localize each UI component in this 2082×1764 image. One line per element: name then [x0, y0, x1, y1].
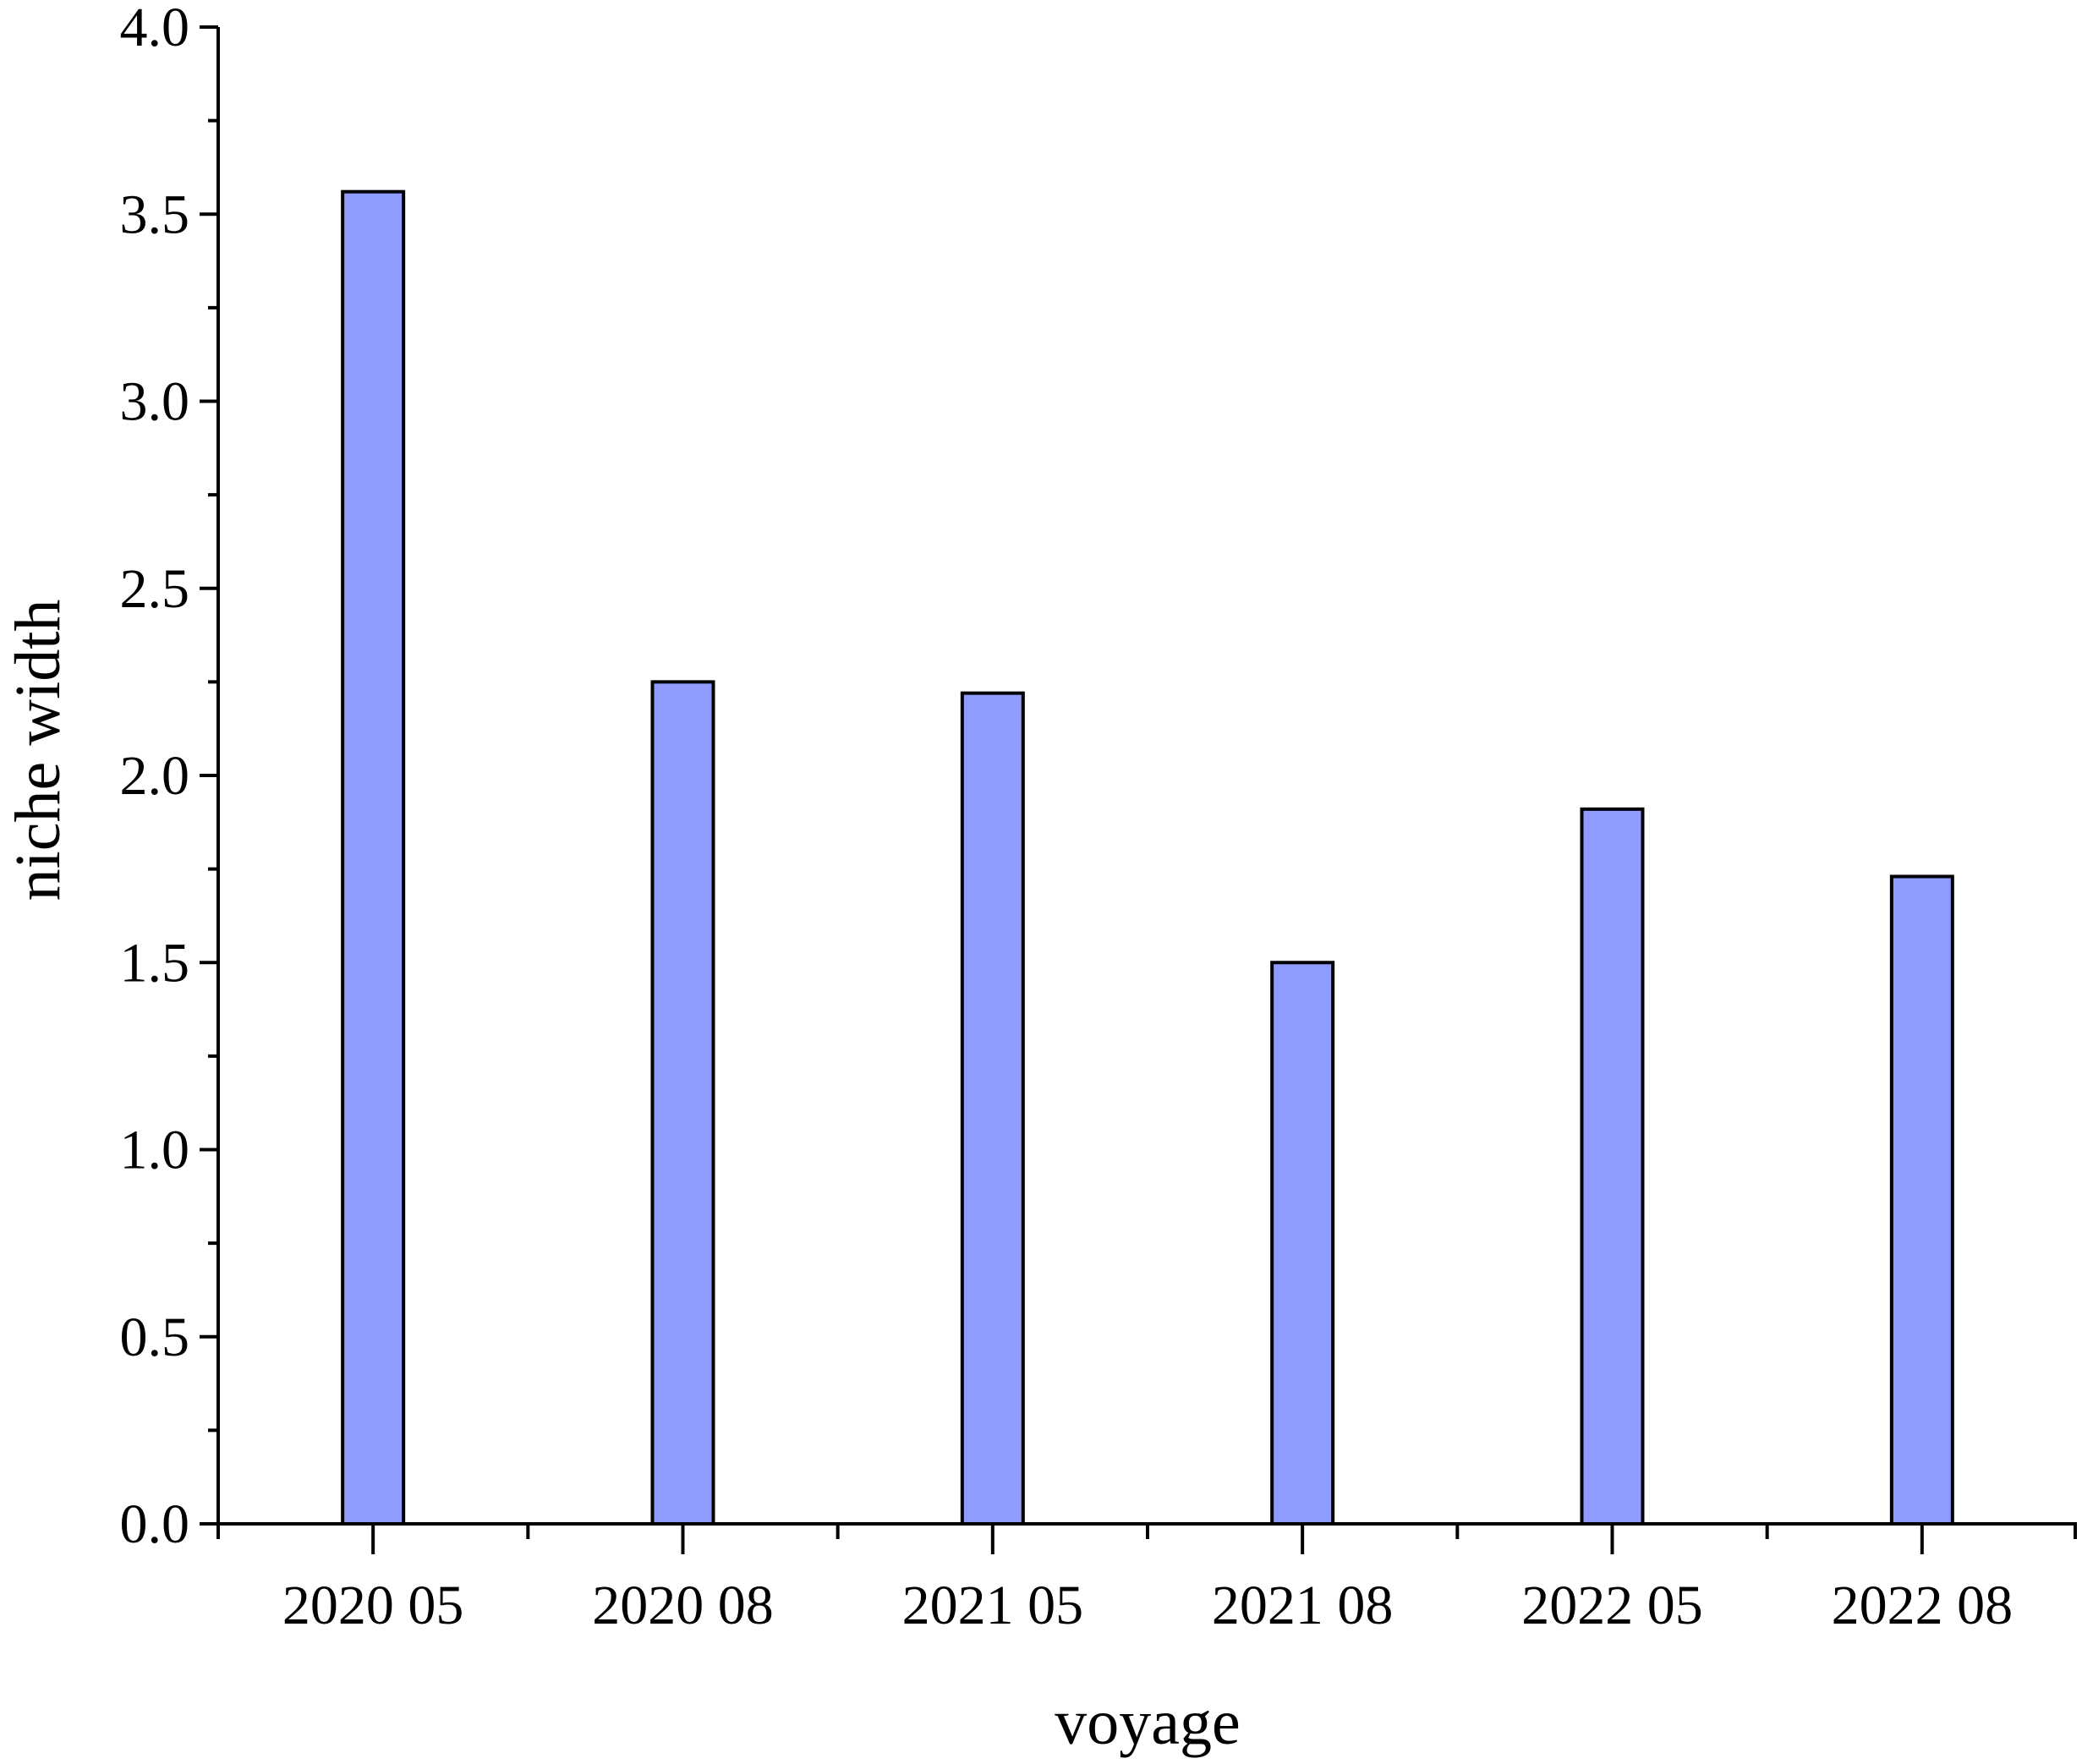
y-axis-title: niche width [3, 600, 74, 901]
bar-2022-08 [1889, 874, 1954, 1526]
x-tick-label: 2021 08 [1212, 1575, 1394, 1636]
x-tick-label: 2020 08 [592, 1575, 774, 1636]
y-tick-label: 4.0 [120, 0, 190, 58]
bar-2020-05 [341, 189, 406, 1526]
y-tick-label: 0.5 [120, 1307, 190, 1368]
y-tick-label: 2.0 [120, 745, 190, 807]
y-tick-label: 3.5 [120, 184, 190, 245]
tick-labels-group: 0.0 0.5 1.0 1.5 2.0 2.5 3.0 3.5 4.0 2020 05 2020 0… [120, 0, 2014, 1636]
y-tick-label: 3.0 [120, 371, 190, 433]
x-tick-label: 2021 05 [902, 1575, 1084, 1636]
x-axis-title: voyage [1055, 1687, 1240, 1758]
ticks-group [200, 25, 2077, 1554]
x-tick-label: 2022 08 [1832, 1575, 2014, 1636]
bar-2020-08 [650, 680, 715, 1526]
bars-group [341, 189, 1954, 1526]
bar-2021-05 [960, 691, 1025, 1526]
y-tick-label: 0.0 [120, 1493, 190, 1555]
x-tick-label: 2022 05 [1521, 1575, 1703, 1636]
bar-2022-05 [1580, 807, 1645, 1526]
y-tick-label: 1.5 [120, 932, 190, 994]
y-tick-label: 2.5 [120, 558, 190, 620]
y-tick-label: 1.0 [120, 1120, 190, 1181]
bar-2021-08 [1270, 961, 1335, 1526]
x-tick-label: 2020 05 [282, 1575, 464, 1636]
axes-group [216, 27, 2077, 1526]
